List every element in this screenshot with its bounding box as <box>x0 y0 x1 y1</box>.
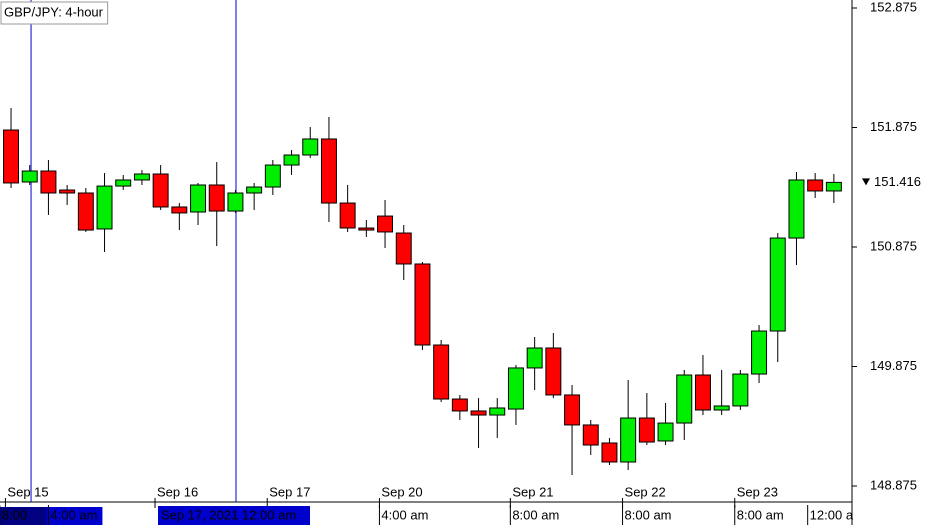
candle-body <box>414 263 431 346</box>
candle-body <box>564 394 581 426</box>
time-label: 8:00 am <box>737 507 784 522</box>
candle-body <box>320 138 337 204</box>
candle-body <box>59 189 76 194</box>
candle-body <box>358 227 375 231</box>
candle-body <box>264 164 281 188</box>
candle-body <box>133 173 150 181</box>
y-tick-label: 149.875 <box>870 358 917 373</box>
last-price-label: 151.416 <box>874 174 921 189</box>
candle-body <box>395 232 412 265</box>
cursor-label-box <box>46 507 103 525</box>
candle-body <box>657 422 674 442</box>
candle-body <box>807 179 824 192</box>
y-tick-label: 152.875 <box>870 0 917 14</box>
last-price-box <box>854 173 925 192</box>
x-tick-label: Sep 23 <box>737 484 778 499</box>
candle-body <box>470 410 487 416</box>
candle-body <box>152 173 169 208</box>
candle-body <box>377 215 394 233</box>
candle-body <box>732 373 749 407</box>
candle-body <box>171 206 188 214</box>
candle-body <box>339 202 356 229</box>
x-tick-label: Sep 17 <box>269 484 310 499</box>
time-label: 8:00 am <box>512 507 559 522</box>
candle-body <box>40 170 57 194</box>
y-tick-label: 148.875 <box>870 477 917 492</box>
chart-title: GBP/JPY: 4-hour <box>4 4 104 19</box>
y-tick-label: 150.875 <box>870 238 917 253</box>
time-label: 8:00 <box>2 507 27 522</box>
candle-body <box>825 181 842 192</box>
candle-body <box>208 184 225 212</box>
candle-body <box>788 179 805 239</box>
title-box <box>0 1 109 25</box>
candle-body <box>620 417 637 463</box>
x-tick-label: Sep 20 <box>381 484 422 499</box>
y-tick-label: 151.875 <box>870 119 917 134</box>
cursor-label: Sep 17, 2021 12:00 am <box>161 507 296 522</box>
cursor-label-box <box>158 506 311 525</box>
x-tick-label: Sep 16 <box>157 484 198 499</box>
cursor-label-box <box>0 507 48 525</box>
x-tick-label: Sep 15 <box>7 484 48 499</box>
candle-body <box>433 344 450 400</box>
candle-body <box>227 192 244 212</box>
candle-body <box>96 185 113 230</box>
last-price-arrow <box>862 178 870 186</box>
candle-body <box>638 417 655 443</box>
candle-body <box>21 170 38 183</box>
time-label: 4:00 am <box>381 507 428 522</box>
candle-body <box>694 374 711 411</box>
candle-body <box>507 367 524 410</box>
candle-body <box>283 154 300 166</box>
candle-body <box>115 179 132 187</box>
candle-body <box>246 186 263 194</box>
candle-body <box>545 347 562 396</box>
time-label: 4:00 am <box>50 507 97 522</box>
candle-body <box>769 237 786 332</box>
candle-body <box>676 374 693 424</box>
x-tick-label: Sep 22 <box>625 484 666 499</box>
x-tick-label: Sep 21 <box>512 484 553 499</box>
candle-body <box>77 192 94 231</box>
candle-body <box>489 407 506 416</box>
candle-body <box>713 405 730 411</box>
time-label: 12:00 a <box>810 507 854 522</box>
candle-body <box>3 129 20 184</box>
candle-body <box>526 347 543 369</box>
candle-body <box>582 424 599 446</box>
candle-body <box>751 330 768 375</box>
candle-body <box>601 442 618 463</box>
candle-body <box>302 138 319 156</box>
candle-body <box>190 184 207 213</box>
time-label: 8:00 am <box>625 507 672 522</box>
candle-body <box>451 398 468 412</box>
